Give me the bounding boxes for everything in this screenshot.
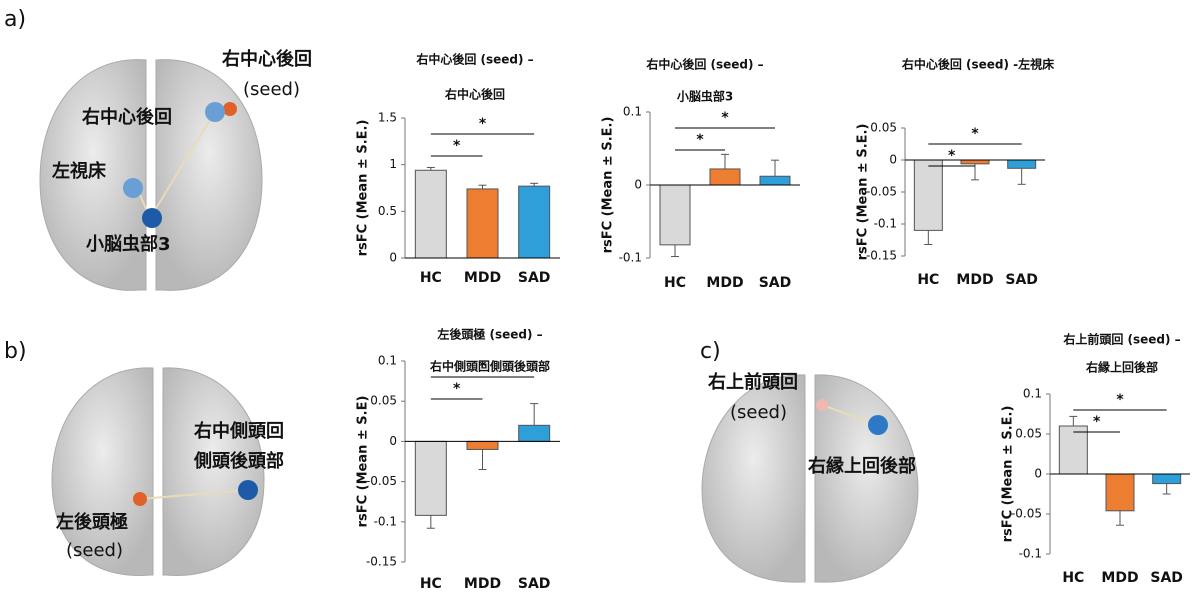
x-tick-label: SAD bbox=[518, 270, 551, 286]
y-tick-label: 0.05 bbox=[370, 394, 397, 408]
bar bbox=[709, 168, 741, 186]
bar bbox=[1058, 425, 1088, 475]
brain-label: (seed) bbox=[66, 540, 123, 561]
x-tick-label: SAD bbox=[759, 275, 792, 291]
bar bbox=[960, 159, 990, 165]
bar bbox=[518, 424, 551, 442]
significance-mark: * bbox=[479, 116, 487, 132]
bar bbox=[466, 188, 499, 259]
y-tick-label: -0.1 bbox=[374, 514, 397, 528]
brain-label: 小脳虫部3 bbox=[86, 233, 171, 255]
y-tick-label: 0 bbox=[889, 153, 897, 167]
bar bbox=[414, 440, 447, 516]
significance-mark: * bbox=[696, 132, 704, 148]
x-tick-label: HC bbox=[420, 576, 442, 592]
x-tick-label: SAD bbox=[1005, 272, 1038, 288]
significance-mark: * bbox=[453, 138, 461, 154]
brain-image bbox=[701, 374, 919, 583]
brain-label: 左視床 bbox=[52, 160, 107, 182]
chart-title: 右中心後回 (seed) – bbox=[645, 57, 763, 72]
brain-label: 右中側頭回 bbox=[194, 420, 284, 442]
significance-mark: * bbox=[1093, 414, 1101, 430]
brain-image bbox=[51, 367, 265, 576]
bar bbox=[1007, 159, 1037, 169]
x-tick-label: HC bbox=[420, 270, 442, 286]
chart-subtitle: 右中側頭回側頭後頭部 bbox=[429, 359, 550, 374]
y-axis-label: rsFC (Mean ± S.E) bbox=[356, 396, 371, 528]
y-tick-label: 0.1 bbox=[623, 105, 642, 119]
x-tick-label: HC bbox=[917, 272, 939, 288]
y-tick-label: 0.1 bbox=[1023, 387, 1042, 401]
chart-subtitle: 右中心後回 bbox=[444, 87, 505, 102]
chart-subtitle: 小脳虫部3 bbox=[677, 89, 733, 104]
y-tick-label: -0.15 bbox=[366, 555, 397, 569]
brain-label: (seed) bbox=[730, 402, 787, 423]
brain-label: (seed) bbox=[243, 79, 300, 100]
significance-mark: * bbox=[721, 110, 729, 126]
brain-label: 右上前頭回 bbox=[708, 371, 798, 393]
bar bbox=[759, 175, 791, 186]
y-tick-label: -0.05 bbox=[366, 474, 397, 488]
y-tick-label: 0 bbox=[389, 434, 397, 448]
brain-label: 右中心後回 bbox=[82, 106, 172, 128]
x-tick-label: MDD bbox=[464, 576, 501, 592]
y-tick-label: -0.1 bbox=[1019, 547, 1042, 561]
bar bbox=[913, 159, 943, 231]
significance-mark: * bbox=[479, 359, 487, 375]
y-tick-label: 0.5 bbox=[378, 204, 397, 218]
panel-label: a) bbox=[4, 7, 26, 32]
x-tick-label: MDD bbox=[956, 272, 993, 288]
chart-subtitle: 右縁上回後部 bbox=[1085, 360, 1158, 375]
brain-label: 側頭後頭部 bbox=[193, 450, 284, 472]
y-tick-label: -0.1 bbox=[619, 251, 642, 265]
y-axis-label: rsFC (Mean ± S.E.) bbox=[356, 120, 371, 257]
y-tick-label: 0 bbox=[634, 178, 642, 192]
y-tick-label: 1.5 bbox=[378, 111, 397, 125]
y-tick-label: -0.05 bbox=[866, 185, 897, 199]
chart-title: 右中心後回 (seed) -左視床 bbox=[901, 57, 1055, 72]
significance-mark: * bbox=[948, 148, 956, 164]
y-axis-label: rsFC (Mean ± S.E.) bbox=[1001, 406, 1016, 543]
brain-image bbox=[39, 59, 263, 291]
y-tick-label: -0.1 bbox=[874, 217, 897, 231]
y-tick-label: 0 bbox=[389, 251, 397, 265]
chart-title: 左後頭極 (seed) – bbox=[436, 327, 542, 342]
brain-label: 右縁上回後部 bbox=[808, 455, 916, 477]
bar bbox=[1105, 473, 1135, 512]
bar bbox=[659, 184, 691, 246]
y-tick-label: -0.05 bbox=[1011, 507, 1042, 521]
y-tick-label: 0.1 bbox=[378, 354, 397, 368]
panel-label: c) bbox=[700, 339, 721, 364]
bar bbox=[414, 169, 447, 259]
y-tick-label: 0 bbox=[1034, 467, 1042, 481]
bar bbox=[518, 185, 551, 259]
bar bbox=[1152, 473, 1182, 485]
x-tick-label: MDD bbox=[706, 275, 743, 291]
y-tick-label: -0.15 bbox=[866, 249, 897, 263]
y-tick-label: 0.05 bbox=[870, 121, 897, 135]
y-axis-label: rsFC (Mean ± S.E.) bbox=[601, 117, 616, 254]
brain-label: 右中心後回 bbox=[222, 48, 312, 70]
significance-mark: * bbox=[971, 126, 979, 142]
x-tick-label: SAD bbox=[518, 576, 551, 592]
y-tick-label: 0.05 bbox=[1015, 427, 1042, 441]
y-axis-label: rsFC (Mean ± S.E.) bbox=[856, 124, 871, 261]
x-tick-label: MDD bbox=[464, 270, 501, 286]
x-tick-label: SAD bbox=[1150, 570, 1183, 586]
x-tick-label: HC bbox=[1062, 570, 1084, 586]
bar bbox=[466, 440, 499, 450]
x-tick-label: MDD bbox=[1101, 570, 1138, 586]
significance-mark: * bbox=[453, 381, 461, 397]
panel-label: b) bbox=[4, 339, 27, 364]
x-tick-label: HC bbox=[664, 275, 686, 291]
significance-mark: * bbox=[1116, 392, 1124, 408]
chart-title: 右中心後回 (seed) – bbox=[415, 52, 533, 67]
chart-title: 右上前頭回 (seed) – bbox=[1062, 332, 1180, 347]
brain-label: 左後頭極 bbox=[56, 511, 128, 533]
y-tick-label: 1 bbox=[389, 157, 397, 171]
